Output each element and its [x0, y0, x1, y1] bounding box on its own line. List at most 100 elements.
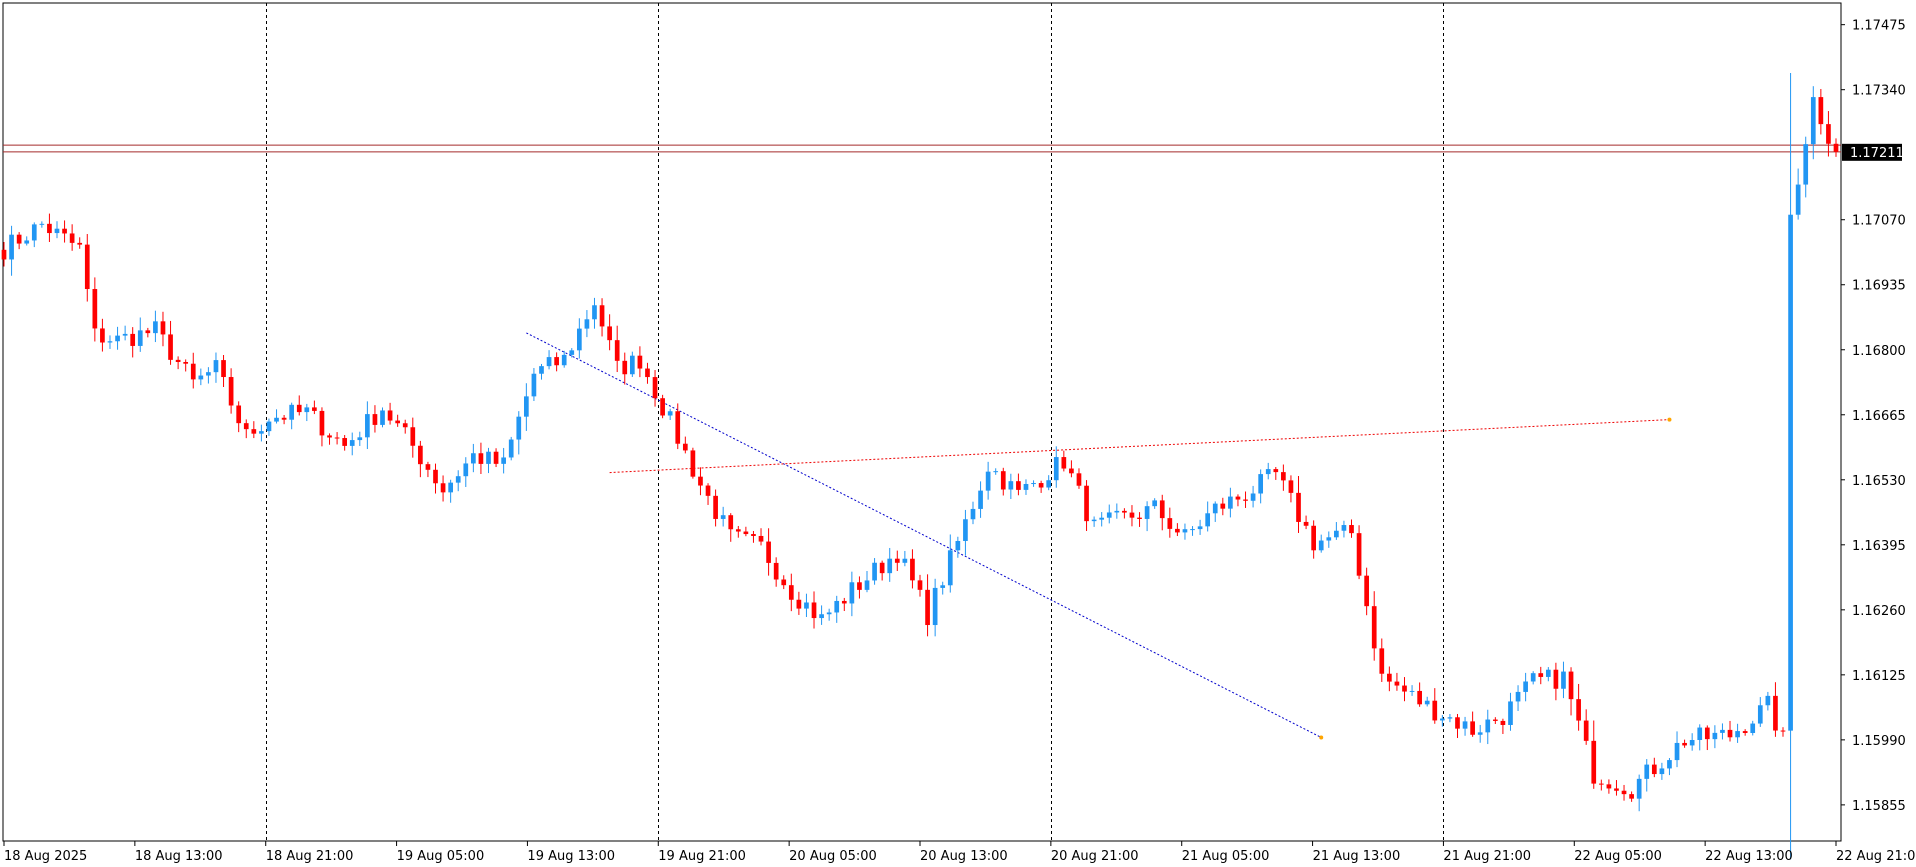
bear-candle: [69, 224, 75, 251]
bull-candle: [1644, 759, 1650, 792]
bull-candle: [24, 236, 30, 246]
bear-candle: [773, 557, 779, 587]
bear-candle: [243, 419, 249, 439]
bear-candle: [1576, 683, 1581, 731]
bear-candle: [387, 402, 393, 425]
bull-candle: [31, 222, 37, 248]
bull-candle: [1477, 724, 1483, 743]
bear-candle: [1394, 672, 1400, 691]
bear-candle: [84, 234, 90, 302]
time-axis[interactable]: 18 Aug 2025 18 Aug 13:00 18 Aug 21:00 19 Au…: [3, 841, 1916, 864]
bear-candle: [221, 354, 226, 387]
bull-candle: [804, 593, 809, 618]
bull-candle: [213, 352, 219, 383]
bull-candle: [1152, 498, 1158, 509]
bear-candle: [281, 414, 287, 425]
bear-candle: [1016, 473, 1021, 496]
bear-candle: [554, 352, 559, 372]
bear-candle: [1273, 467, 1279, 480]
bull-candle: [1341, 520, 1347, 538]
bull-candle: [304, 403, 310, 422]
bear-candle: [183, 359, 189, 372]
bull-candle: [198, 368, 204, 386]
bear-candle: [1000, 467, 1006, 496]
bull-candle: [1515, 685, 1521, 711]
price-axis[interactable]: 1.17475 1.17340 1.17070 1.16935 1.16800 1.166…: [1841, 19, 1906, 814]
bear-candle: [1402, 677, 1407, 702]
bear-candle: [811, 591, 817, 629]
bear-candle: [1038, 480, 1044, 493]
bull-candle: [1447, 713, 1453, 723]
bull-candle: [1659, 762, 1665, 780]
x-tick-label: 19 Aug 05:00: [397, 849, 485, 864]
bull-candle: [1765, 691, 1771, 711]
bear-candle: [1651, 757, 1657, 778]
bull-candle: [153, 310, 158, 343]
bear-candle: [1780, 727, 1786, 737]
bear-candle: [92, 277, 98, 342]
bear-candle: [1818, 88, 1824, 135]
bull-candle: [1250, 485, 1256, 508]
bull-candle: [1008, 473, 1014, 500]
y-tick-label: 1.16935: [1852, 279, 1906, 294]
bull-candle: [9, 225, 14, 276]
bull-candle: [1190, 526, 1195, 536]
bull-candle: [471, 443, 476, 473]
bull-candle: [137, 317, 143, 352]
bear-candle: [1621, 784, 1627, 801]
bear-candle: [743, 526, 749, 537]
bear-candle: [236, 401, 242, 433]
bear-candle: [698, 467, 703, 496]
current-price-tag: 1.17211: [1842, 143, 1904, 161]
bull-candle: [1545, 667, 1551, 682]
bull-candle: [720, 506, 726, 527]
bull-candle: [1803, 136, 1809, 198]
bull-candle: [1205, 501, 1211, 532]
trend-line[interactable]: [609, 419, 1670, 474]
bear-candle: [713, 489, 718, 527]
bull-candle: [1636, 774, 1642, 812]
bear-candle: [1311, 520, 1316, 559]
bull-candle: [970, 501, 976, 525]
bull-candle: [531, 368, 537, 402]
bear-candle: [319, 407, 325, 447]
bull-candle: [584, 310, 590, 338]
bear-candle: [660, 394, 665, 419]
bear-candle: [758, 528, 764, 546]
bear-candle: [312, 400, 317, 415]
y-tick-label: 1.17070: [1852, 214, 1906, 229]
bear-candle: [1629, 791, 1634, 802]
bear-candle: [175, 356, 181, 370]
indicator-lines: [3, 144, 1841, 740]
bull-candle: [963, 509, 968, 556]
bear-candle: [478, 442, 484, 474]
bear-candle: [917, 574, 923, 597]
trend-line[interactable]: [526, 332, 1322, 738]
bear-candle: [1833, 138, 1839, 157]
bull-candle: [1334, 522, 1339, 540]
bull-candle: [1735, 723, 1740, 743]
bear-candle: [894, 550, 900, 571]
bear-candle: [788, 573, 794, 612]
y-tick-label: 1.17340: [1852, 84, 1906, 99]
bear-candle: [251, 421, 257, 439]
bear-candle: [705, 483, 711, 505]
bull-candle: [1106, 504, 1112, 524]
bear-candle: [1773, 682, 1778, 737]
y-tick-label: 1.16665: [1852, 409, 1906, 424]
bull-candle: [1440, 715, 1445, 727]
bull-candle: [539, 363, 544, 380]
bear-candle: [1303, 515, 1309, 530]
bull-candle: [1674, 731, 1680, 768]
bear-candle: [1417, 682, 1422, 707]
bear-candle: [418, 440, 423, 478]
bear-candle: [62, 220, 67, 243]
bull-candle: [1757, 697, 1763, 727]
bear-candle: [100, 318, 105, 352]
bear-candle: [1356, 525, 1362, 580]
bear-candle: [728, 513, 734, 542]
bull-candle: [516, 411, 522, 455]
bear-candle: [168, 320, 173, 365]
bear-candle: [1379, 638, 1385, 682]
